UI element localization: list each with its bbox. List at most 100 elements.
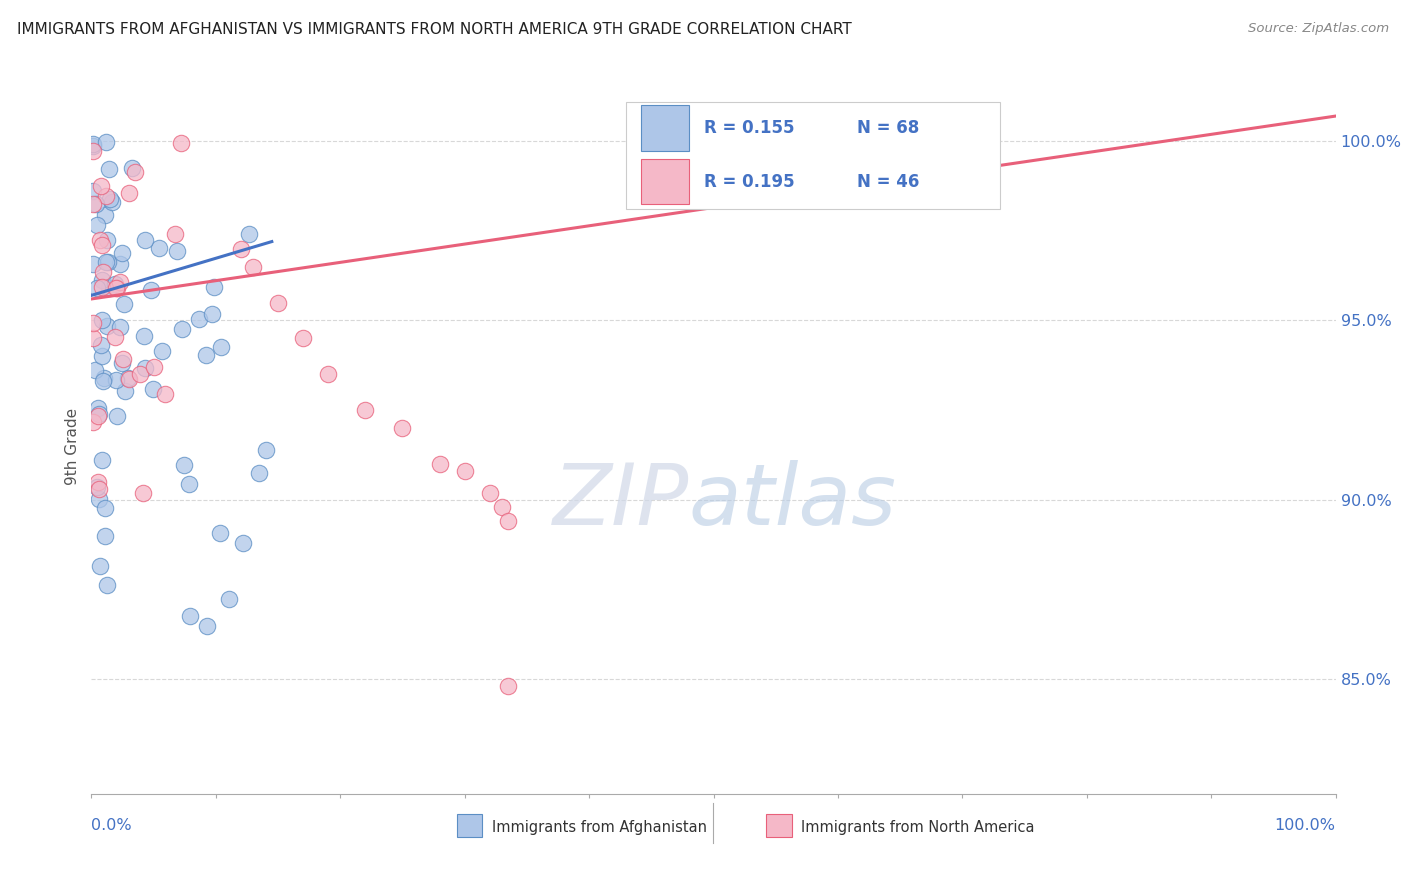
- Point: [187, 311, 209, 326]
- Point: [91, 374, 114, 388]
- Point: [94, 208, 117, 222]
- Point: [111, 246, 134, 260]
- Point: [124, 165, 146, 179]
- Point: [166, 244, 188, 259]
- Point: [391, 421, 413, 435]
- Point: [108, 320, 131, 334]
- Point: [112, 351, 135, 366]
- Point: [97, 254, 120, 268]
- Point: [93, 371, 115, 385]
- Point: [90, 452, 112, 467]
- Point: [86, 218, 108, 232]
- Point: [142, 359, 165, 374]
- Point: [82, 139, 104, 153]
- Point: [82, 415, 104, 429]
- Point: [84, 197, 107, 211]
- Point: [134, 233, 156, 247]
- Text: Source: ZipAtlas.com: Source: ZipAtlas.com: [1249, 22, 1389, 36]
- Point: [173, 458, 195, 472]
- Point: [134, 361, 156, 376]
- Point: [179, 609, 201, 624]
- Point: [96, 233, 118, 247]
- Point: [86, 280, 108, 294]
- Point: [82, 257, 104, 271]
- Point: [91, 237, 114, 252]
- Point: [118, 186, 141, 200]
- Text: IMMIGRANTS FROM AFGHANISTAN VS IMMIGRANTS FROM NORTH AMERICA 9TH GRADE CORRELATI: IMMIGRANTS FROM AFGHANISTAN VS IMMIGRANT…: [17, 22, 852, 37]
- Point: [354, 403, 377, 417]
- Point: [117, 372, 139, 386]
- Point: [201, 307, 224, 321]
- Point: [291, 331, 314, 345]
- Point: [90, 178, 112, 193]
- Point: [202, 280, 225, 294]
- Point: [90, 312, 112, 326]
- Point: [229, 242, 252, 256]
- Point: [496, 514, 519, 528]
- Point: [91, 279, 114, 293]
- Point: [121, 161, 143, 175]
- Point: [89, 558, 111, 573]
- Point: [82, 331, 104, 345]
- Point: [94, 255, 117, 269]
- Point: [91, 273, 114, 287]
- Point: [105, 373, 128, 387]
- Point: [108, 275, 131, 289]
- Text: Immigrants from Afghanistan: Immigrants from Afghanistan: [492, 821, 707, 835]
- Point: [209, 340, 232, 354]
- Text: 0.0%: 0.0%: [91, 818, 132, 832]
- Point: [254, 442, 277, 457]
- Text: 100.0%: 100.0%: [1275, 818, 1336, 832]
- Point: [90, 337, 112, 351]
- Point: [91, 265, 114, 279]
- Point: [209, 526, 232, 541]
- Point: [132, 485, 155, 500]
- Point: [97, 281, 120, 295]
- Point: [96, 189, 118, 203]
- Point: [128, 367, 150, 381]
- Point: [108, 257, 131, 271]
- Point: [218, 592, 240, 607]
- Point: [104, 277, 127, 292]
- Point: [87, 475, 110, 490]
- Point: [86, 480, 108, 494]
- Point: [142, 382, 165, 396]
- Point: [170, 322, 193, 336]
- Point: [194, 348, 217, 362]
- Text: R = 0.195: R = 0.195: [703, 173, 794, 191]
- Text: N = 46: N = 46: [856, 173, 920, 191]
- Point: [114, 384, 136, 399]
- Point: [94, 135, 117, 149]
- Point: [141, 283, 163, 297]
- Point: [105, 281, 128, 295]
- Point: [89, 233, 111, 247]
- Point: [134, 328, 156, 343]
- Point: [429, 457, 451, 471]
- Text: atlas: atlas: [689, 460, 897, 543]
- Point: [150, 344, 173, 359]
- Point: [117, 371, 139, 385]
- Point: [87, 401, 110, 415]
- Point: [242, 260, 264, 274]
- Point: [316, 368, 339, 382]
- Point: [267, 295, 290, 310]
- Y-axis label: 9th Grade: 9th Grade: [65, 408, 80, 484]
- Point: [83, 362, 105, 376]
- Point: [155, 387, 177, 401]
- Point: [232, 535, 254, 549]
- Point: [90, 349, 112, 363]
- Text: ZIP: ZIP: [553, 460, 689, 543]
- Point: [247, 466, 270, 480]
- Point: [104, 329, 127, 343]
- Point: [82, 316, 104, 330]
- Point: [86, 409, 108, 423]
- Point: [96, 318, 118, 333]
- Point: [148, 241, 170, 255]
- Point: [101, 194, 124, 209]
- Point: [105, 281, 128, 295]
- Bar: [641, 105, 689, 151]
- Point: [238, 227, 260, 241]
- Point: [96, 578, 118, 592]
- Point: [82, 197, 104, 211]
- Point: [453, 464, 475, 478]
